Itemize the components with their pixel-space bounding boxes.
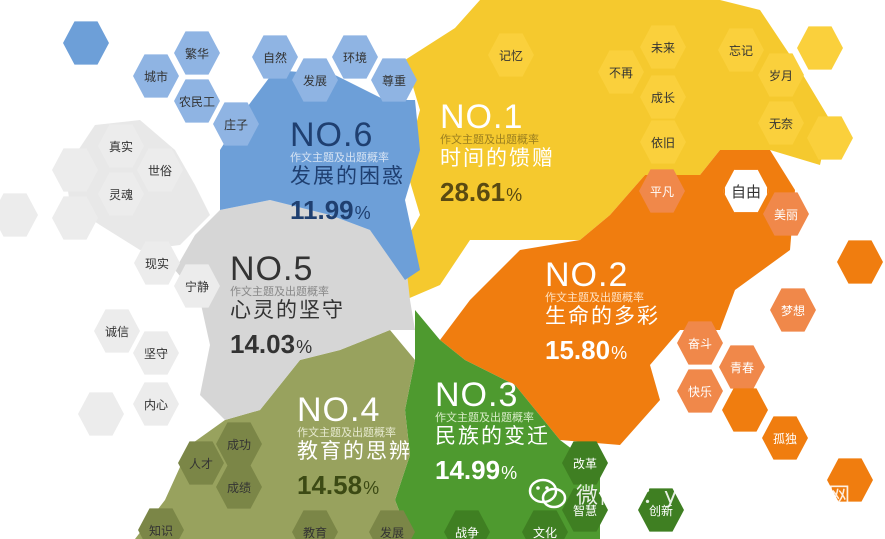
keyword-hex-life: 梦想 <box>770 288 816 332</box>
category-percent: 14.99% <box>435 455 518 485</box>
keyword-hex-time: 忘记 <box>718 28 764 72</box>
keyword-hex-time: 岁月 <box>758 53 804 97</box>
decorative-hex <box>837 240 883 284</box>
category-percent: 11.99% <box>290 195 371 225</box>
category-rank: NO.6 <box>290 116 374 154</box>
category-subtitle: 作文主题及出题概率 <box>230 285 329 298</box>
category-subtitle: 作文主题及出题概率 <box>290 151 389 164</box>
keyword-hex-soul: 世俗 <box>137 148 183 192</box>
watermark: 微信号：yunweipai 运维网 <box>528 478 850 510</box>
category-theme: 民族的变迁 <box>435 424 550 448</box>
category-percent: 15.80% <box>545 335 628 365</box>
keyword-hex-development: 城市 <box>133 54 179 98</box>
keyword-hex-education: 成绩 <box>216 465 262 509</box>
category-4: NO.4 作文主题及出题概率 教育的思辨 14.58% <box>297 393 412 498</box>
wechat-icon <box>528 478 568 510</box>
category-percent: 14.58% <box>297 470 380 500</box>
decorative-hex <box>807 116 853 160</box>
decorative-hex <box>797 26 843 70</box>
keyword-hex-nation: 智慧 <box>562 488 608 532</box>
keyword-hex-life: 奋斗 <box>677 321 723 365</box>
category-theme: 教育的思辨 <box>297 439 412 463</box>
keyword-hex-development: 农民工 <box>174 79 220 123</box>
keyword-hex-nation: 改革 <box>562 441 608 485</box>
region-development <box>220 70 420 280</box>
region-soul <box>175 200 415 420</box>
region-education <box>135 330 415 539</box>
decorative-hex <box>722 388 768 432</box>
keyword-hex-life: 美丽 <box>763 192 809 236</box>
keyword-hex-time: 依旧 <box>640 120 686 164</box>
category-theme: 心灵的坚守 <box>230 298 345 322</box>
category-subtitle: 作文主题及出题概率 <box>545 291 644 304</box>
category-subtitle: 作文主题及出题概率 <box>297 426 396 439</box>
category-2: NO.2 作文主题及出题概率 生命的多彩 15.80% <box>545 258 660 363</box>
keyword-hex-soul: 坚守 <box>133 331 179 375</box>
decorative-hex <box>827 458 873 502</box>
keyword-hex-time: 未来 <box>640 25 686 69</box>
keyword-hex-education: 成功 <box>216 422 262 466</box>
keyword-hex-nation: 创新 <box>638 488 684 532</box>
watermark-site: 运维网 <box>784 484 851 509</box>
category-theme: 时间的馈赠 <box>440 146 555 170</box>
category-rank: NO.5 <box>230 250 314 288</box>
keyword-hex-life: 快乐 <box>677 369 723 413</box>
keyword-hex-time: 不再 <box>598 50 644 94</box>
category-theme: 发展的困惑 <box>290 164 405 188</box>
keyword-hex-time: 无奈 <box>758 101 804 145</box>
keyword-hex-soul: 内心 <box>133 382 179 426</box>
keyword-hex-time: 成长 <box>640 75 686 119</box>
keyword-hex-soul: 宁静 <box>174 264 220 308</box>
category-subtitle: 作文主题及出题概率 <box>435 411 534 424</box>
category-percent: 14.03% <box>230 329 313 359</box>
keyword-hex-development: 庄子 <box>213 102 259 146</box>
keyword-hex-life: 自由 <box>723 169 769 213</box>
keyword-hex-development: 繁华 <box>174 31 220 75</box>
keyword-hex-life: 孤独 <box>762 416 808 460</box>
keyword-hex-life: 青春 <box>719 345 765 389</box>
category-1: NO.1 作文主题及出题概率 时间的馈赠 28.61% <box>440 100 555 205</box>
keyword-hex-soul: 现实 <box>134 241 180 285</box>
category-3: NO.3 作文主题及出题概率 民族的变迁 14.99% <box>435 378 550 483</box>
category-percent: 28.61% <box>440 177 523 207</box>
category-5: NO.5 作文主题及出题概率 心灵的坚守 14.03% <box>230 252 345 357</box>
region-life <box>440 150 795 445</box>
category-rank: NO.2 <box>545 256 629 294</box>
keyword-hex-life: 平凡 <box>639 169 685 213</box>
category-rank: NO.3 <box>435 376 519 414</box>
category-theme: 生命的多彩 <box>545 304 660 328</box>
category-rank: NO.1 <box>440 98 524 136</box>
category-subtitle: 作文主题及出题概率 <box>440 133 539 146</box>
category-rank: NO.4 <box>297 391 381 429</box>
category-6: NO.6 作文主题及出题概率 发展的困惑 11.99% <box>290 118 405 223</box>
watermark-label: 微信号：yunweipai <box>576 484 777 509</box>
keyword-hex-education: 人才 <box>178 441 224 485</box>
